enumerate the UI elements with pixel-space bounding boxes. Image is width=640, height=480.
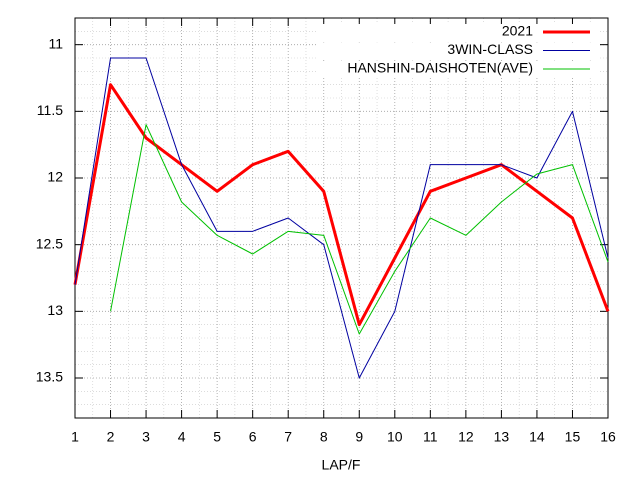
plot-frame <box>74 17 609 419</box>
legend-label: 3WIN-CLASS <box>447 41 533 57</box>
y-tick-label: 13.5 <box>36 369 63 385</box>
x-axis-label: LAP/F <box>322 457 361 473</box>
legend-bg <box>318 61 598 78</box>
legend-label: HANSHIN-DAISHOTEN(AVE) <box>347 60 533 76</box>
x-tick-label: 12 <box>458 429 474 445</box>
data-line <box>74 57 609 379</box>
x-tick-label: 7 <box>284 429 292 445</box>
legend-label: 2021 <box>502 23 533 39</box>
data-line <box>73 83 610 327</box>
y-tick-label: 11.5 <box>37 102 63 118</box>
x-tick-label: 2 <box>107 429 115 445</box>
data-line <box>110 124 609 335</box>
x-tick-label: 16 <box>600 429 616 445</box>
y-tick-label: 12.5 <box>36 235 63 251</box>
x-tick-label: 5 <box>213 429 221 445</box>
x-tick-label: 11 <box>423 429 438 445</box>
x-tick-label: 8 <box>320 429 328 445</box>
x-tick-label: 13 <box>494 429 510 445</box>
legend-bg <box>318 42 598 60</box>
legend-bg <box>318 24 598 41</box>
x-tick-label: 14 <box>529 429 545 445</box>
y-tick-label: 11 <box>48 35 63 51</box>
x-tick-label: 1 <box>71 429 79 445</box>
x-tick-label: 4 <box>178 429 186 445</box>
x-tick-label: 6 <box>249 429 257 445</box>
x-tick-label: 10 <box>387 429 403 445</box>
x-tick-label: 15 <box>565 429 581 445</box>
x-tick-label: 9 <box>355 429 363 445</box>
y-tick-label: 12 <box>47 169 63 185</box>
x-tick-label: 3 <box>142 429 150 445</box>
y-tick-label: 13 <box>47 302 63 318</box>
